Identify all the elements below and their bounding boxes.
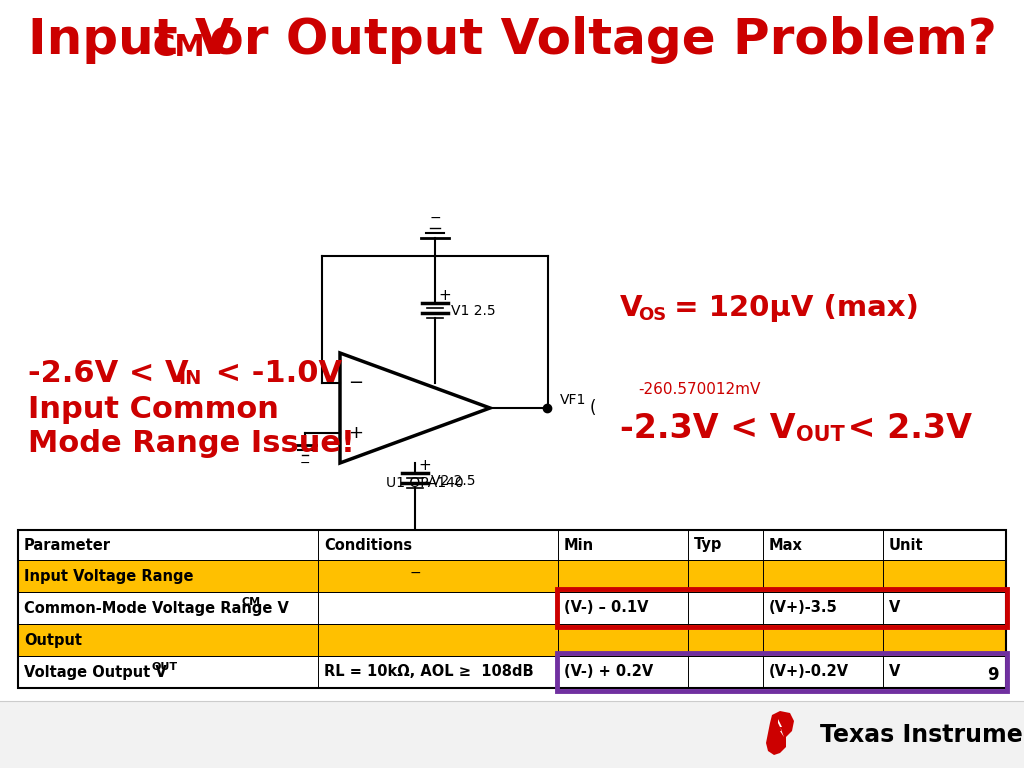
Text: 9: 9 [987, 666, 998, 684]
Text: Parameter: Parameter [24, 538, 111, 552]
Text: -2.3V < V: -2.3V < V [620, 412, 796, 445]
Text: Common-Mode Voltage Range V: Common-Mode Voltage Range V [24, 601, 289, 615]
Text: −: − [300, 456, 310, 469]
Text: (V-) – 0.1V: (V-) – 0.1V [564, 601, 648, 615]
Text: Typ: Typ [694, 538, 722, 552]
Text: +: + [438, 289, 451, 303]
Text: Min: Min [564, 538, 594, 552]
Text: (V-) + 0.2V: (V-) + 0.2V [564, 664, 653, 680]
Bar [18, 530, 1006, 560]
Text: Input Voltage Range: Input Voltage Range [24, 568, 194, 584]
Text: Output: Output [24, 633, 82, 647]
Text: -260.570012mV: -260.570012mV [638, 382, 761, 398]
Text: or Output Voltage Problem?: or Output Voltage Problem? [193, 16, 997, 64]
Text: V2 2.5: V2 2.5 [431, 474, 475, 488]
Text: CM: CM [242, 597, 261, 607]
Text: Input V: Input V [28, 16, 233, 64]
Text: VF1: VF1 [560, 393, 587, 407]
Text: -2.6V < V: -2.6V < V [28, 359, 188, 388]
Bar [18, 530, 1006, 688]
Text: Unit: Unit [889, 538, 924, 552]
Text: Mode Range Issue!: Mode Range Issue! [28, 429, 355, 458]
Text: U1 OPA140: U1 OPA140 [386, 476, 464, 490]
Bar [557, 589, 1007, 627]
Text: V: V [889, 664, 900, 680]
Text: V: V [889, 601, 900, 615]
Text: IN: IN [178, 369, 202, 389]
Text: Conditions: Conditions [324, 538, 412, 552]
Text: Input Common: Input Common [28, 396, 279, 425]
Text: = 120μV (max): = 120μV (max) [664, 294, 919, 322]
Text: +: + [348, 424, 362, 442]
Bar [18, 656, 1006, 688]
Text: OS: OS [638, 306, 667, 324]
Text: +: + [418, 458, 431, 474]
Text: < 2.3V: < 2.3V [836, 412, 972, 445]
Bar [18, 624, 1006, 656]
Text: Max: Max [769, 538, 803, 552]
Text: −: − [429, 211, 440, 225]
Text: (: ( [590, 399, 596, 417]
Text: −: − [348, 374, 364, 392]
Text: < -1.0V: < -1.0V [205, 359, 342, 388]
Text: V1 2.5: V1 2.5 [451, 304, 496, 318]
Bar [18, 560, 1006, 592]
Bar [557, 653, 1007, 691]
Bar [18, 592, 1006, 624]
Text: Texas Instruments: Texas Instruments [820, 723, 1024, 747]
Text: −: − [410, 566, 421, 580]
Text: Voltage Output V: Voltage Output V [24, 664, 167, 680]
Text: V: V [620, 294, 642, 322]
Text: (V+)-3.5: (V+)-3.5 [769, 601, 838, 615]
Text: OUT: OUT [151, 662, 177, 672]
Text: OUT: OUT [796, 425, 845, 445]
Bar [0, 701, 1024, 768]
Polygon shape [766, 711, 794, 755]
Text: RL = 10kΩ, AOL ≥  108dB: RL = 10kΩ, AOL ≥ 108dB [324, 664, 534, 680]
Text: CM: CM [152, 34, 205, 62]
Text: (V+)-0.2V: (V+)-0.2V [769, 664, 849, 680]
Polygon shape [778, 719, 784, 737]
